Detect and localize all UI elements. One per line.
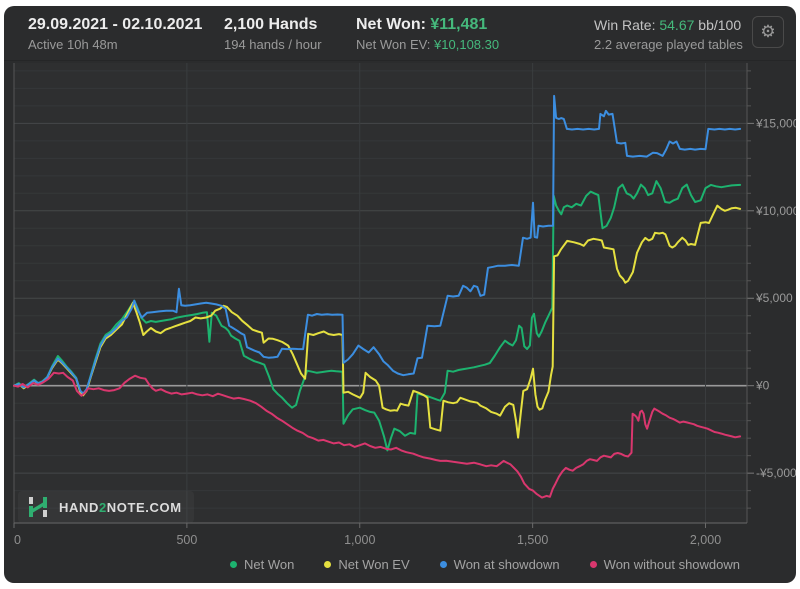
win-rate-unit: bb/100 bbox=[694, 17, 742, 33]
win-rate-block: Win Rate: 54.67 bb/100 2.2 average playe… bbox=[594, 14, 743, 54]
net-won-value: ¥11,481 bbox=[430, 16, 488, 33]
win-rate-label: Win Rate: bbox=[594, 17, 660, 33]
x-tick-label: 1,500 bbox=[517, 533, 548, 547]
net-won-ev-value: ¥10,108.30 bbox=[434, 37, 500, 52]
chart-svg: 0 500 1,000 1,500 2,000 ¥15,000 ¥10,000 ¥5,000 ¥… bbox=[13, 63, 796, 547]
win-rate-value: 54.67 bbox=[659, 17, 695, 33]
chart-area: 0 500 1,000 1,500 2,000 ¥15,000 ¥10,000 ¥5,000 ¥… bbox=[4, 61, 796, 583]
legend-dot bbox=[230, 561, 238, 568]
legend-dot bbox=[324, 561, 332, 568]
y-tick-label: ¥15,000 bbox=[755, 116, 796, 130]
hands-per-hour: 194 hands / hour bbox=[224, 37, 322, 52]
legend-item-won-without-showdown[interactable]: Won without showdown bbox=[589, 557, 740, 572]
hand2note-logo-icon bbox=[29, 497, 47, 517]
legend-item-net-won[interactable]: Net Won bbox=[230, 557, 294, 572]
net-won-label: Net Won: bbox=[356, 16, 431, 33]
series-net-won-ev bbox=[13, 204, 742, 439]
legend-label: Net Won EV bbox=[338, 557, 410, 572]
series-won-at-showdown bbox=[13, 94, 742, 395]
x-tick-label: 1,000 bbox=[344, 533, 375, 547]
y-tick-label: ¥0 bbox=[755, 379, 770, 393]
settings-button[interactable]: ⚙ bbox=[752, 16, 784, 48]
legend-dot bbox=[439, 561, 447, 568]
active-time: Active 10h 48m bbox=[28, 37, 118, 52]
legend-label: Won at showdown bbox=[453, 557, 560, 572]
chart-legend: Net Won Net Won EV Won at showdown Won with… bbox=[230, 557, 740, 572]
hand2note-logo[interactable]: HAND2NOTE.COM bbox=[18, 491, 194, 523]
stats-header: 29.09.2021 - 02.10.2021 Active 10h 48m 2… bbox=[4, 6, 796, 61]
series-won-without-showdown bbox=[13, 371, 742, 499]
x-tick-label: 0 bbox=[14, 533, 21, 547]
y-tick-label: -¥5,000 bbox=[756, 466, 796, 480]
y-tick-label: ¥5,000 bbox=[755, 291, 793, 305]
plot-background bbox=[14, 63, 747, 523]
session-results-panel: 29.09.2021 - 02.10.2021 Active 10h 48m 2… bbox=[4, 6, 796, 583]
legend-label: Won without showdown bbox=[603, 557, 740, 572]
x-tick-label: 500 bbox=[176, 533, 197, 547]
date-range-block: 29.09.2021 - 02.10.2021 Active 10h 48m bbox=[28, 14, 202, 54]
series-net-won bbox=[13, 180, 742, 452]
legend-item-won-at-showdown[interactable]: Won at showdown bbox=[439, 557, 560, 572]
y-tick-label: ¥10,000 bbox=[755, 204, 796, 218]
hand2note-logo-text: HAND2NOTE.COM bbox=[59, 499, 182, 515]
legend-dot bbox=[589, 561, 597, 568]
legend-label: Net Won bbox=[244, 557, 295, 572]
hands-count: 2,100 Hands bbox=[224, 16, 318, 33]
net-won-block: Net Won: ¥11,481 Net Won EV: ¥10,108.30 bbox=[356, 14, 499, 54]
x-tick-label: 2,000 bbox=[690, 533, 721, 547]
legend-item-net-won-ev[interactable]: Net Won EV bbox=[324, 557, 410, 572]
avg-tables: 2.2 average played tables bbox=[594, 37, 743, 52]
date-range: 29.09.2021 - 02.10.2021 bbox=[28, 16, 203, 33]
net-won-ev-label: Net Won EV: bbox=[356, 37, 435, 52]
gear-icon: ⚙ bbox=[760, 22, 776, 41]
hands-block: 2,100 Hands 194 hands / hour bbox=[224, 14, 322, 54]
